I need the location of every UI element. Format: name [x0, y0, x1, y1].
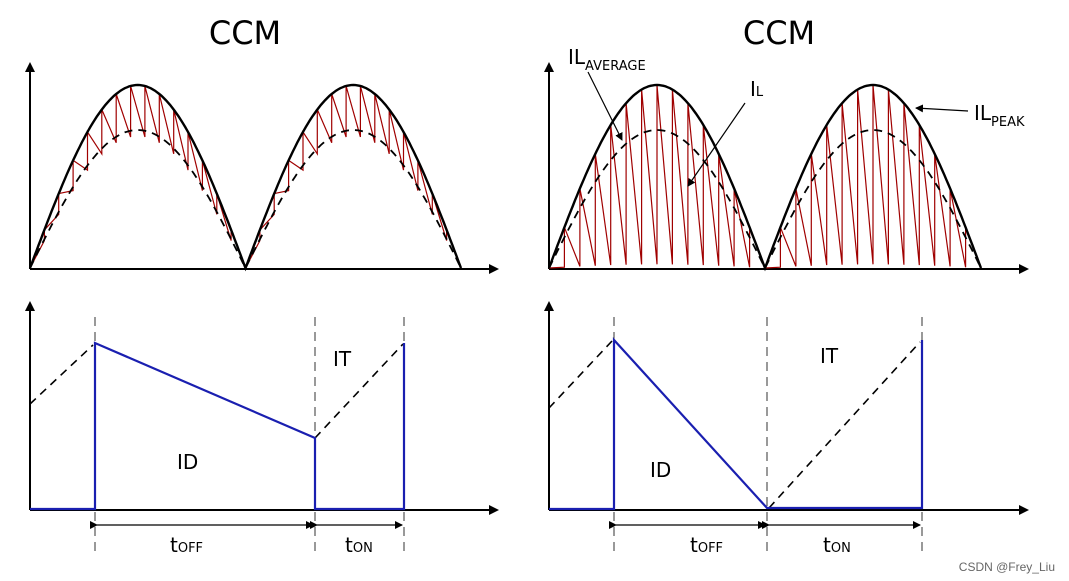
top-left-plot [25, 62, 499, 274]
right-ton-label: tON [823, 533, 851, 557]
left-title: CCM [209, 14, 281, 52]
right-it-label: IT [820, 344, 839, 368]
il-average-label: ILAVERAGE [568, 45, 646, 74]
il-label: IL [750, 77, 764, 101]
top-left-peak-envelope [28, 83, 463, 272]
right-toff-label: tOFF [690, 533, 723, 557]
switch-current-ramp-right [768, 341, 921, 509]
switch-current-ramp-prev-right [548, 340, 613, 409]
switch-current-ramp-prev [29, 344, 94, 405]
il-peak-label: ILPEAK [974, 101, 1025, 130]
il-peak-pointer-arrow [915, 104, 969, 113]
top-right-average-curve [548, 129, 982, 270]
bottom-left-plot: ID IT tOFF tON [25, 301, 499, 557]
top-left-inductor-ripple [29, 85, 462, 270]
left-toff-label: tOFF [170, 533, 203, 557]
il-average-pointer-arrow [587, 71, 623, 141]
top-right-inductor-ripple [548, 84, 982, 269]
right-id-label: ID [650, 458, 671, 482]
right-title: CCM [743, 14, 815, 52]
top-left-average-curve [29, 129, 462, 270]
top-right-plot: ILAVERAGE IL ILPEAK [544, 45, 1029, 274]
watermark: CSDN @Frey_Liu [959, 560, 1055, 574]
left-it-label: IT [333, 347, 352, 371]
top-right-peak-envelope [547, 83, 983, 272]
il-pointer-arrow [687, 102, 746, 187]
switch-current-ramp [314, 343, 404, 439]
left-ton-label: tON [345, 533, 373, 557]
left-id-label: ID [177, 450, 198, 474]
diode-current-waveform [30, 341, 406, 511]
diode-current-waveform-right [549, 337, 924, 511]
bottom-right-plot: ID IT tOFF tON [544, 301, 1029, 557]
